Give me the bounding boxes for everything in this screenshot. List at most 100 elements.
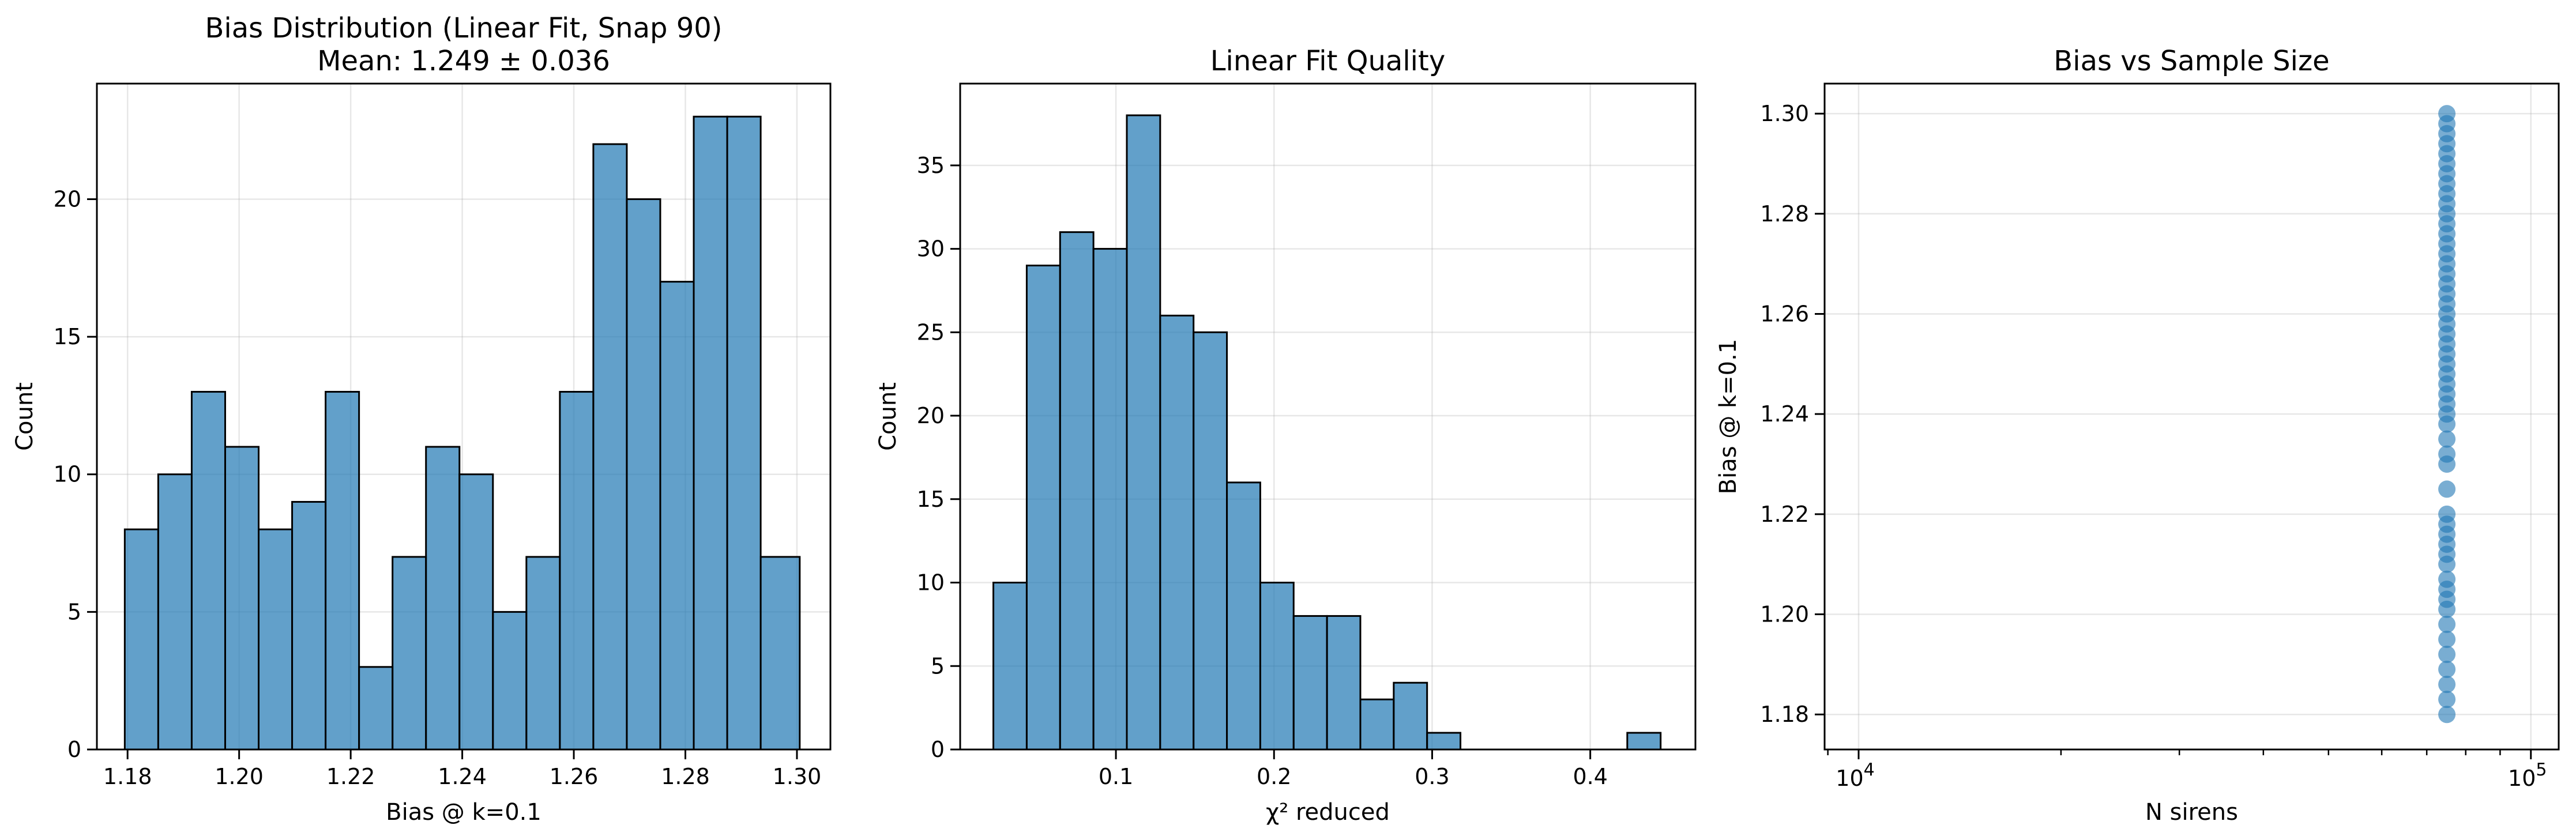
x-tick-label: 1.22 xyxy=(326,764,375,789)
y-tick-label: 1.28 xyxy=(1760,201,1809,227)
x-tick-label: 0.2 xyxy=(1257,764,1291,789)
histogram-bar xyxy=(1426,732,1462,751)
x-minor-ticks xyxy=(1827,749,2501,755)
x-tick-label-base: 10 xyxy=(2508,766,2536,791)
histogram-bar xyxy=(1393,681,1428,751)
x-axis-label: Bias @ k=0.1 xyxy=(386,799,541,826)
y-tick-label: 1.22 xyxy=(1760,502,1809,527)
histogram-bar xyxy=(726,115,762,751)
histogram-bar xyxy=(992,582,1028,751)
y-tick-label: 5 xyxy=(931,653,945,679)
histogram-bar xyxy=(693,115,728,751)
scatter-point xyxy=(2438,615,2456,633)
x-tick-label: 1.20 xyxy=(215,764,264,789)
histogram-bar xyxy=(157,473,193,751)
scatter-point xyxy=(2438,445,2456,463)
scatter-points xyxy=(2438,105,2456,724)
chart-title: Linear Fit Quality xyxy=(1210,45,1445,77)
x-tick-label: 0.4 xyxy=(1573,764,1607,789)
scatter-point xyxy=(2438,480,2456,498)
histogram-bar xyxy=(1159,314,1195,751)
x-axis: 0.1 0.2 0.3 0.4 xyxy=(1099,749,1608,789)
x-tick-label: 1.30 xyxy=(773,764,822,789)
y-tick-label: 35 xyxy=(917,153,945,178)
histogram-bar xyxy=(592,143,628,751)
x-tick-label: 105 xyxy=(2508,760,2547,791)
scatter-point xyxy=(2438,570,2456,588)
y-tick-label: 20 xyxy=(54,186,81,212)
y-tick-label: 0 xyxy=(67,737,81,762)
histogram-bar xyxy=(325,391,360,751)
y-tick-label: 10 xyxy=(54,462,81,487)
y-tick-label: 10 xyxy=(917,570,945,596)
histogram-bar xyxy=(1059,231,1095,751)
scatter-point xyxy=(2438,630,2456,648)
y-axis-label: Count xyxy=(12,382,38,451)
histogram-bar xyxy=(1292,615,1328,751)
histogram-bar xyxy=(1259,582,1295,751)
histogram-bars xyxy=(992,114,1662,751)
scatter-point xyxy=(2438,646,2456,663)
histogram-bar xyxy=(759,556,801,751)
histogram-bar xyxy=(626,198,661,751)
x-tick-label-exponent: 5 xyxy=(2536,760,2547,780)
histogram-bar xyxy=(425,446,461,751)
histogram-bar xyxy=(1359,698,1395,751)
histogram-bars xyxy=(123,115,801,751)
x-tick-label: 1.18 xyxy=(103,764,152,789)
histogram-bar xyxy=(492,611,528,751)
y-tick-label: 25 xyxy=(917,319,945,345)
histogram-bar xyxy=(258,528,294,751)
chart-subtitle: Mean: 1.249 ± 0.036 xyxy=(317,45,610,77)
chart-title: Bias vs Sample Size xyxy=(2054,45,2329,77)
histogram-bar xyxy=(525,556,561,751)
chart-bias-distribution: 1.18 1.20 1.22 1.24 1.26 1.28 1.30 0 5 10 15 20 Bias… xyxy=(12,12,832,826)
charts: 1.18 1.20 1.22 1.24 1.26 1.28 1.3005101520Bias… xyxy=(12,12,2560,826)
histogram-bar xyxy=(392,556,427,751)
scatter-point xyxy=(2438,661,2456,679)
histogram-bar xyxy=(559,391,595,751)
histogram-bar xyxy=(190,391,226,751)
y-tick-label: 20 xyxy=(917,403,945,428)
histogram-bar xyxy=(1126,114,1161,751)
y-axis-label: Count xyxy=(875,382,901,451)
histogram-bar xyxy=(291,500,327,751)
scatter-point xyxy=(2438,505,2456,523)
y-tick-label: 0 xyxy=(931,737,945,762)
histogram-bar xyxy=(1025,265,1061,751)
axes-frame xyxy=(1823,82,2560,751)
gridlines xyxy=(1825,84,2559,749)
x-axis: 1.18 1.20 1.22 1.24 1.26 1.28 1.30 xyxy=(103,749,821,789)
y-tick-label: 15 xyxy=(917,487,945,512)
y-tick-label: 1.18 xyxy=(1760,702,1809,727)
chart-title: Bias Distribution (Linear Fit, Snap 90) xyxy=(205,12,722,44)
y-tick-label: 5 xyxy=(67,599,81,624)
axes-frame xyxy=(96,82,832,751)
y-tick-label: 1.24 xyxy=(1760,401,1809,427)
histogram-bar xyxy=(123,528,159,751)
histogram-bar xyxy=(458,473,494,751)
scatter-point xyxy=(2438,706,2456,724)
x-axis-label: N sirens xyxy=(2145,799,2238,826)
y-tick-label: 30 xyxy=(917,236,945,262)
scatter-point xyxy=(2438,676,2456,694)
histogram-bar xyxy=(1326,615,1362,751)
scatter-point xyxy=(2438,105,2456,123)
histogram-bar xyxy=(1626,732,1662,751)
chart-fit-quality: 0.1 0.2 0.3 0.4 0 5 10 15 20 25 30 35 χ² reduced Coun… xyxy=(875,45,1697,826)
scatter-point xyxy=(2438,430,2456,448)
x-tick-label-exponent: 4 xyxy=(1864,760,1875,780)
y-axis: 0 5 10 15 20 xyxy=(54,186,97,762)
x-axis: 10 4 105 xyxy=(1836,749,2547,791)
y-axis: 0 5 10 15 20 25 30 35 xyxy=(917,153,960,762)
scatter-point xyxy=(2438,691,2456,709)
histogram-bar xyxy=(224,446,260,751)
histogram-bar xyxy=(1092,248,1128,751)
y-tick-label: 1.30 xyxy=(1760,101,1809,126)
histogram-bar xyxy=(1226,481,1261,751)
x-tick-label: 0.3 xyxy=(1415,764,1449,789)
y-axis: 1.18 1.20 1.22 1.24 1.26 1.28 1.30 xyxy=(1760,101,1825,727)
x-tick-label: 0.1 xyxy=(1099,764,1133,789)
